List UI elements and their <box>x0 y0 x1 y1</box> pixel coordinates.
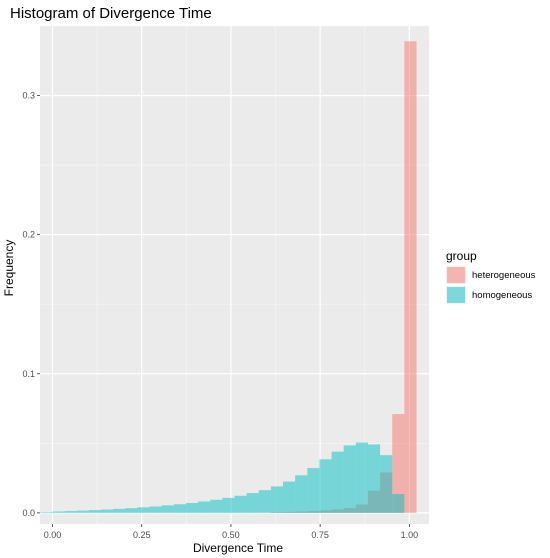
bar-homogeneous <box>283 481 296 513</box>
bar-homogeneous <box>355 442 368 513</box>
bar-homogeneous <box>198 501 211 513</box>
legend-key-heterogeneous <box>447 267 465 283</box>
y-tick-label: 0.1 <box>22 369 35 379</box>
bar-homogeneous <box>52 511 65 513</box>
bar-homogeneous <box>222 497 235 513</box>
legend: group heterogeneous homogeneous <box>446 249 536 304</box>
bar-homogeneous <box>234 495 247 513</box>
bar-homogeneous <box>137 507 150 513</box>
bar-heterogeneous <box>392 414 405 513</box>
y-axis-title: Frequency <box>2 240 16 297</box>
bar-homogeneous <box>343 445 356 513</box>
bar-homogeneous <box>113 508 126 513</box>
bar-homogeneous <box>125 508 138 513</box>
plot-panel <box>40 26 429 524</box>
bar-homogeneous <box>307 468 320 513</box>
legend-key-homogeneous <box>447 287 465 303</box>
bar-homogeneous <box>246 493 259 513</box>
bar-homogeneous <box>76 510 89 513</box>
y-tick-label: 0.2 <box>22 230 35 240</box>
bar-homogeneous <box>210 499 223 513</box>
bar-homogeneous <box>101 509 114 513</box>
bar-homogeneous <box>367 444 381 513</box>
legend-label-homogeneous: homogeneous <box>472 290 532 301</box>
bar-homogeneous <box>331 451 344 513</box>
legend-title: group <box>446 249 477 263</box>
x-tick-label: 0.25 <box>133 530 151 540</box>
bar-heterogeneous <box>404 41 417 513</box>
y-tick-label: 0.3 <box>22 91 35 101</box>
bar-homogeneous <box>319 459 332 513</box>
bar-homogeneous <box>149 506 162 513</box>
legend-label-heterogeneous: heterogeneous <box>472 270 536 281</box>
bar-homogeneous <box>270 486 284 513</box>
bar-homogeneous <box>88 510 102 513</box>
x-tick-label: 1.00 <box>401 530 419 540</box>
x-tick-label: 0.00 <box>44 530 62 540</box>
histogram-bars <box>40 41 417 513</box>
bar-homogeneous <box>161 505 174 513</box>
bar-homogeneous <box>392 494 405 513</box>
bar-homogeneous <box>173 504 186 513</box>
bar-homogeneous <box>258 490 271 513</box>
x-axis-title: Divergence Time <box>193 541 283 555</box>
bar-homogeneous <box>64 511 77 513</box>
x-tick-label: 0.75 <box>311 530 329 540</box>
y-tick-label: 0.0 <box>22 508 35 518</box>
chart-title: Histogram of Divergence Time <box>10 5 212 22</box>
bar-homogeneous <box>185 502 199 513</box>
bar-homogeneous <box>40 512 53 513</box>
x-tick-label: 0.50 <box>222 530 240 540</box>
bar-homogeneous <box>380 455 393 513</box>
bar-homogeneous <box>295 475 308 513</box>
axes: 0.00 0.25 0.50 0.75 1.00 0.0 0.1 0.2 0.3 <box>22 91 418 540</box>
